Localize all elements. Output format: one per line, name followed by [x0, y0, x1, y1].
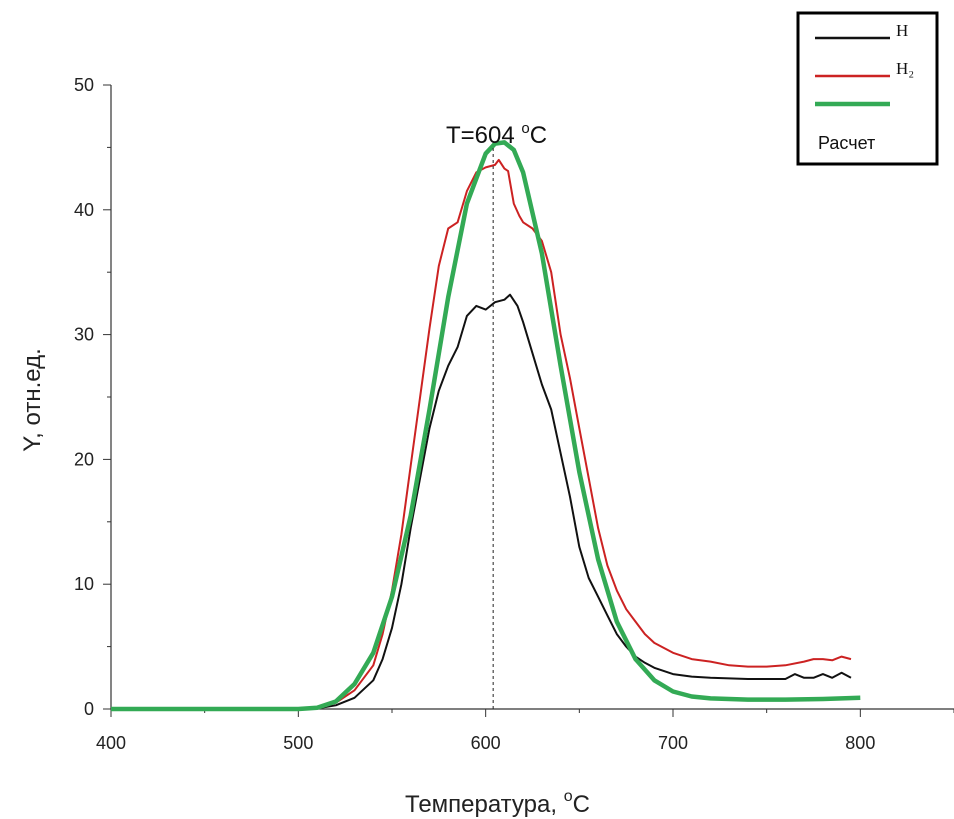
y-axis-title: Y, отн.ед.	[19, 348, 46, 451]
peak-annotation-text: T=604	[446, 122, 521, 149]
x-axis-title-text: Температура,	[405, 791, 564, 818]
x-tick-label: 600	[471, 733, 501, 753]
y-tick-label: 10	[74, 574, 94, 594]
y-tick-label: 20	[74, 449, 94, 469]
axes: 400 500 600 700 800 0 10 20 30 40 50	[74, 75, 954, 753]
x-axis-title-sup: o	[564, 788, 573, 805]
x-axis-title-unit: C	[573, 791, 590, 818]
legend-item-calc-label: Расчет	[818, 133, 875, 153]
x-tick-label: 700	[658, 733, 688, 753]
series-line-h	[111, 293, 852, 710]
x-axis-title: Температура, oC	[405, 788, 590, 818]
peak-annotation: T=604 oC	[446, 120, 547, 149]
legend: H H₂ Расчет	[796, 11, 939, 166]
y-tick-label: 50	[74, 75, 94, 95]
peak-annotation-sup: o	[521, 120, 529, 137]
series-line-h2	[111, 158, 852, 710]
y-tick-label: 40	[74, 200, 94, 220]
x-tick-label: 800	[845, 733, 875, 753]
series-group	[111, 140, 861, 712]
y-tick-label: 0	[84, 699, 94, 719]
legend-item-h2-label: H₂	[896, 59, 914, 78]
x-tick-label: 400	[96, 733, 126, 753]
series-line-calc	[111, 140, 861, 712]
annotation: T=604 oC	[446, 120, 547, 709]
y-tick-label: 30	[74, 325, 94, 345]
x-tick-label: 500	[283, 733, 313, 753]
legend-item-h-label: H	[896, 21, 908, 40]
peak-annotation-unit: C	[530, 122, 547, 149]
